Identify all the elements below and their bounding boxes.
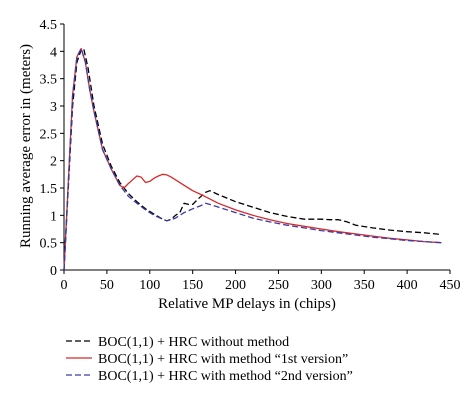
axes [63,24,450,271]
y-tick-label: 0 [50,264,57,279]
y-tick-label: 4.5 [40,18,58,33]
axis-ticks: 0 50 100 150 200 250 300 350 400 450 0 0.5 1 1.5 2 2.5 3… [40,18,461,293]
series-line-1 [63,47,442,271]
x-tick-label: 300 [311,278,332,293]
y-tick-label: 4 [50,45,57,60]
x-tick-label: 50 [100,278,114,293]
y-tick-label: 2.5 [40,127,58,142]
x-tick-label: 150 [182,278,203,293]
x-tick-label: 100 [139,278,160,293]
x-tick-label: 200 [225,278,246,293]
x-axis-title: Relative MP delays in (chips) [158,296,336,312]
x-tick-label: 400 [397,278,418,293]
y-tick-label: 3 [50,100,57,115]
y-tick-label: 0.5 [40,237,58,252]
legend-label-3: BOC(1,1) + HRC with method “2nd version” [98,369,353,384]
y-tick-label: 3.5 [40,73,58,88]
legend: BOC(1,1) + HRC without method BOC(1,1) + … [66,335,353,384]
x-tick-label: 250 [268,278,289,293]
series-layer [63,47,442,271]
series-line-3 [63,47,442,271]
x-tick-label: 450 [440,278,461,293]
x-tick-label: 350 [354,278,375,293]
y-tick-label: 1 [50,209,57,224]
y-axis-title: Running average error in (meters) [18,44,34,248]
y-tick-label: 1.5 [40,182,58,197]
legend-label-1: BOC(1,1) + HRC without method [98,335,289,350]
x-tick-label: 0 [61,278,68,293]
series-line-2 [63,47,442,271]
legend-label-2: BOC(1,1) + HRC with method “1st version” [98,352,348,367]
y-tick-label: 2 [50,155,57,170]
